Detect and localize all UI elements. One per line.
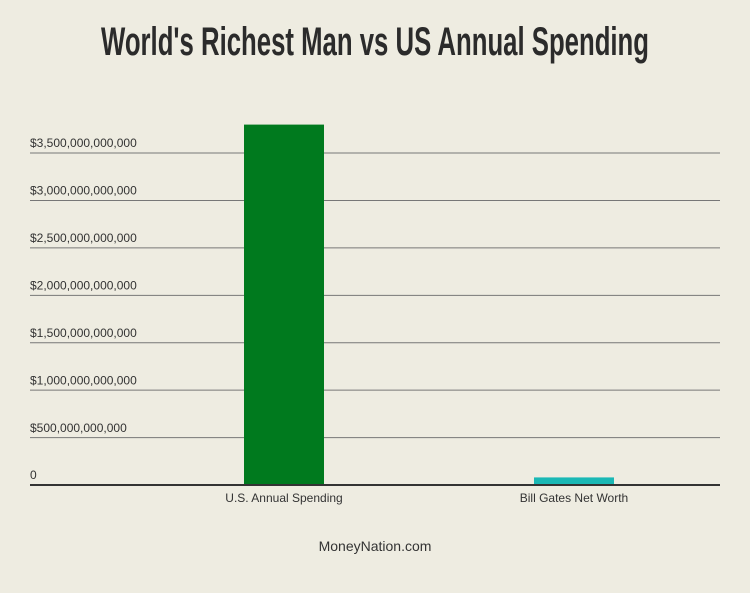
x-tick-label: U.S. Annual Spending — [225, 491, 342, 505]
x-tick-label: Bill Gates Net Worth — [520, 491, 628, 505]
bar — [244, 124, 324, 485]
y-tick-label: 0 — [30, 468, 37, 482]
chart-title: World's Richest Man vs US Annual Spendin… — [101, 20, 649, 64]
y-tick-label: $3,000,000,000,000 — [30, 184, 137, 198]
y-tick-label: $1,000,000,000,000 — [30, 373, 137, 387]
y-tick-label: $1,500,000,000,000 — [30, 326, 137, 340]
source: MoneyNation.com — [319, 538, 432, 554]
y-tick-label: $3,500,000,000,000 — [30, 136, 137, 150]
y-tick-label: $2,000,000,000,000 — [30, 278, 137, 292]
bar — [534, 477, 614, 485]
y-tick-label: $2,500,000,000,000 — [30, 231, 137, 245]
y-tick-label: $500,000,000,000 — [30, 421, 127, 435]
